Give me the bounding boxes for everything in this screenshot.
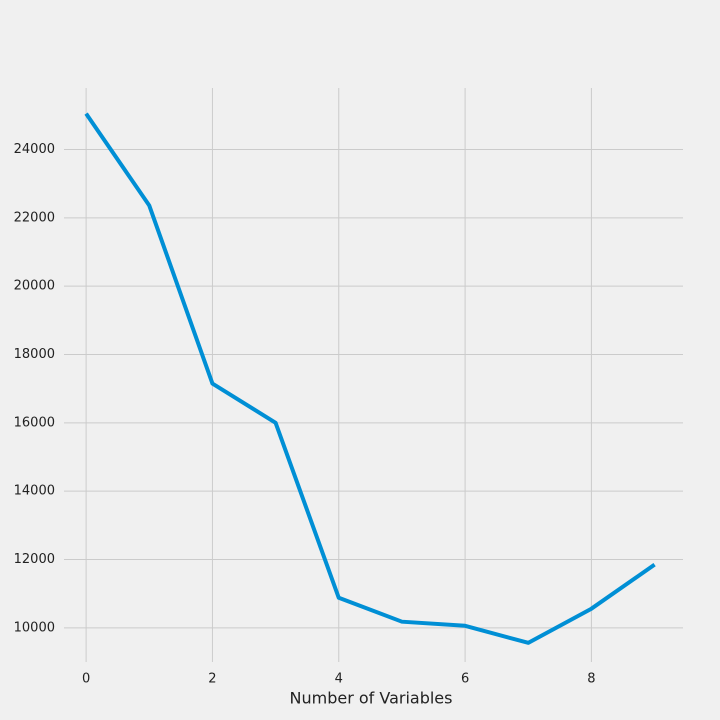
y-tick-label: 14000 [14,484,55,499]
x-tick-label: 6 [461,672,469,687]
x-tick-label: 2 [208,672,216,687]
x-tick-label: 8 [587,672,595,687]
line [84,112,656,645]
x-tick-label: 0 [82,672,90,687]
y-tick-label: 10000 [14,620,55,635]
y-tick-label: 18000 [14,347,55,362]
y-tick-label: 16000 [14,415,55,430]
y-tick-label: 20000 [14,279,55,294]
y-tick-label: 12000 [14,552,55,567]
x-tick-label: 4 [335,672,343,687]
y-tick-label: 24000 [14,142,55,157]
y-tick-label: 22000 [14,210,55,225]
x-axis-label: Number of Variables [290,689,453,708]
